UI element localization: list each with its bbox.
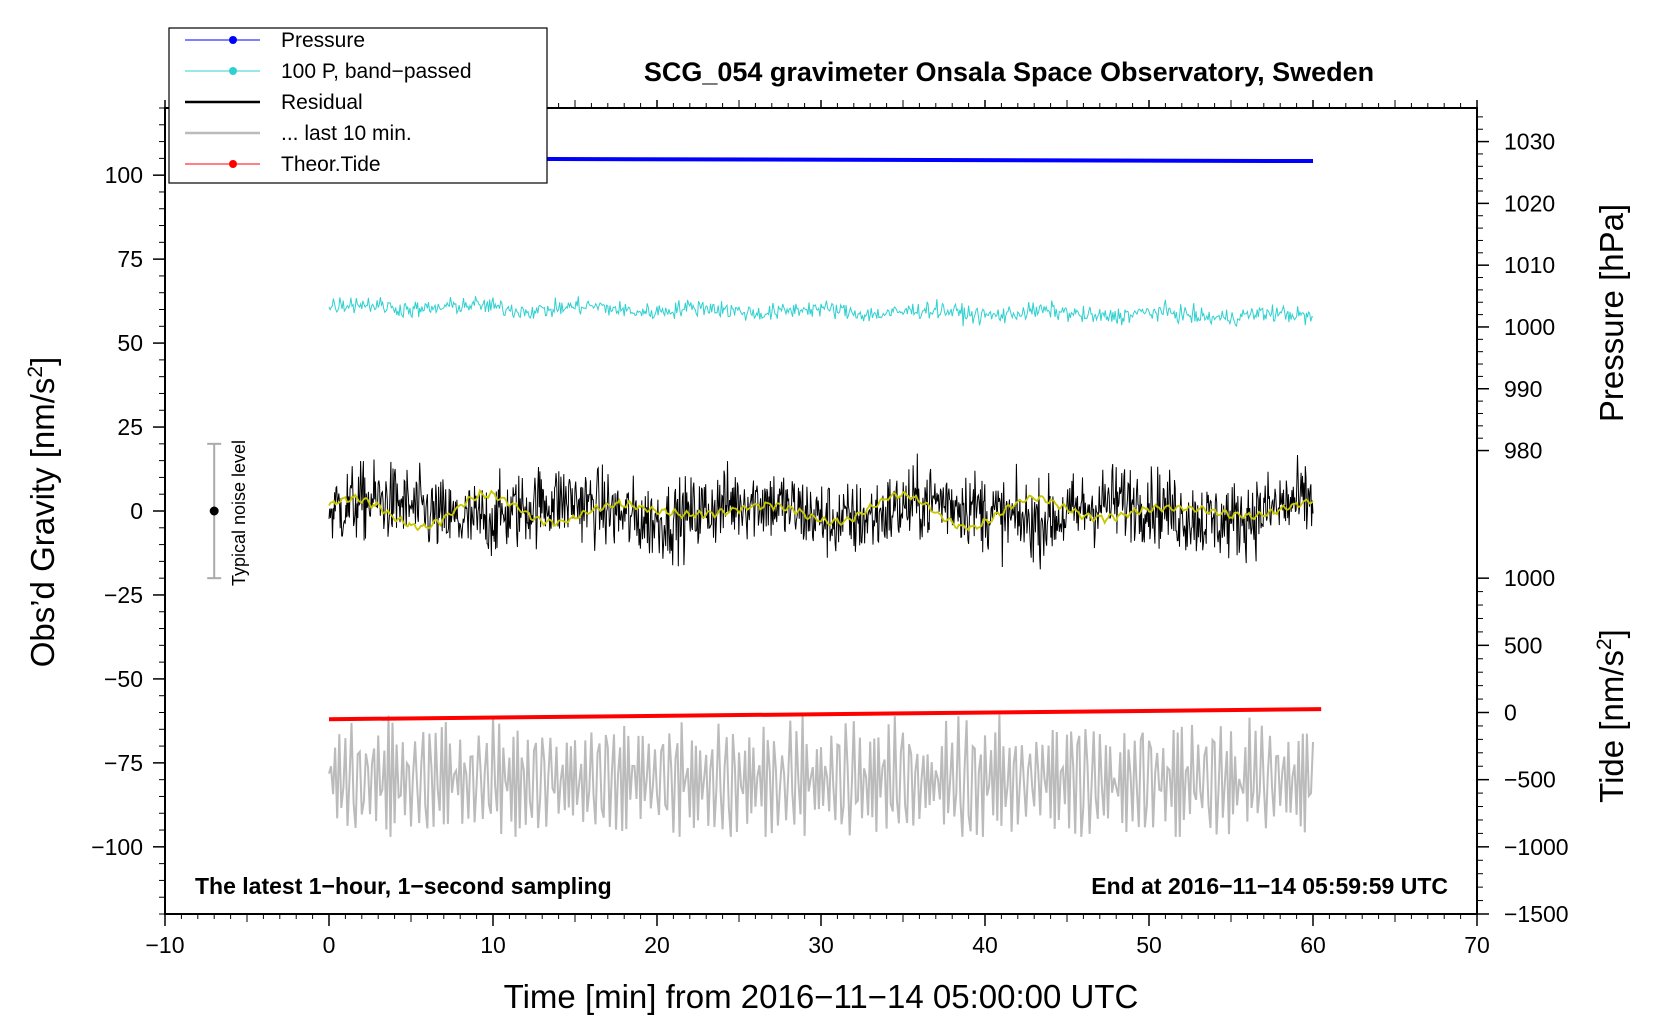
series-residual xyxy=(328,453,1314,570)
tide-tick-label: −1000 xyxy=(1504,834,1569,860)
legend-swatch-marker xyxy=(229,36,237,44)
tide-tick-label: 500 xyxy=(1504,632,1542,658)
series-last-10-min xyxy=(328,713,1314,837)
pressure-tick-label: 990 xyxy=(1504,376,1542,402)
y-tick-label: 0 xyxy=(130,498,143,524)
y-axis-title-left-end: ] xyxy=(24,357,61,366)
x-tick-label: 40 xyxy=(972,932,998,958)
y-axis-title-left-superscript: 2 xyxy=(24,366,47,378)
series-theoretical-tide xyxy=(328,707,1322,722)
noise-level-indicator xyxy=(207,442,222,580)
pressure-tick-label: 1020 xyxy=(1504,190,1555,216)
y-tick-label: 50 xyxy=(117,330,143,356)
legend-label: Pressure xyxy=(281,29,365,52)
y-tick-label: −75 xyxy=(104,750,143,776)
legend-box xyxy=(168,27,548,184)
pressure-tick-label: 1010 xyxy=(1504,252,1555,278)
x-tick-label: −10 xyxy=(145,932,184,958)
noise-bar-center-dot xyxy=(209,506,219,516)
pressure-tick-label: 980 xyxy=(1504,438,1542,464)
legend-label: 100 P, band−passed xyxy=(281,60,472,83)
legend-label: Theor.Tide xyxy=(281,153,381,176)
tide-tick-label: −1500 xyxy=(1504,901,1569,927)
series-band-passed-pressure xyxy=(328,296,1314,327)
tide-tick-label: 1000 xyxy=(1504,565,1555,591)
x-tick-label: 60 xyxy=(1300,932,1326,958)
tide-tick-label: 0 xyxy=(1504,700,1517,726)
y-axis-title-left-main: Obs’d Gravity [nm/s xyxy=(24,378,61,668)
legend: Pressure 100 P, band−passed Residual ... la… xyxy=(168,27,548,184)
x-tick-label: 50 xyxy=(1136,932,1162,958)
plot-series xyxy=(328,156,1322,837)
legend-swatch-marker xyxy=(229,67,237,75)
y-tick-label: −50 xyxy=(104,666,143,692)
legend-label: ... last 10 min. xyxy=(281,122,412,145)
x-tick-label: 20 xyxy=(644,932,670,958)
y-tick-label: 75 xyxy=(117,246,143,272)
y-axis-title-tide-superscript: 2 xyxy=(1593,638,1616,650)
y-axis-title-tide-main: Tide [nm/s xyxy=(1593,650,1630,803)
y-axis-title-tide-end: ] xyxy=(1593,629,1630,638)
x-axis-title: Time [min] from 2016−11−14 05:00:00 UTC xyxy=(504,978,1139,1015)
annotation-sampling: The latest 1−hour, 1−second sampling xyxy=(195,873,612,899)
y-tick-label: 100 xyxy=(105,162,143,188)
chart-title: SCG_054 gravimeter Onsala Space Observat… xyxy=(644,57,1374,87)
legend-swatch-marker xyxy=(229,160,237,168)
y-tick-label: −100 xyxy=(91,834,143,860)
x-tick-label: 30 xyxy=(808,932,834,958)
x-tick-label: 70 xyxy=(1464,932,1490,958)
y-axis-title-pressure: Pressure [hPa] xyxy=(1593,204,1630,422)
noise-level-label: Typical noise level xyxy=(229,440,249,586)
pressure-tick-label: 1000 xyxy=(1504,314,1555,340)
y-axis-title-left: Obs’d Gravity [nm/s2] xyxy=(24,357,61,668)
axes: −10 0 10 20 30 40 50 60 701007550250−25−50−75−10… xyxy=(91,100,1569,958)
series-residual-smoothed xyxy=(328,488,1314,532)
x-tick-label: 0 xyxy=(323,932,336,958)
annotation-end-time: End at 2016−11−14 05:59:59 UTC xyxy=(1091,873,1448,899)
legend-label: Residual xyxy=(281,91,363,114)
y-tick-label: 25 xyxy=(117,414,143,440)
x-tick-label: 10 xyxy=(480,932,506,958)
y-tick-label: −25 xyxy=(104,582,143,608)
tide-tick-label: −500 xyxy=(1504,767,1556,793)
pressure-tick-label: 1030 xyxy=(1504,129,1555,155)
y-axis-title-tide: Tide [nm/s2] xyxy=(1593,629,1630,803)
